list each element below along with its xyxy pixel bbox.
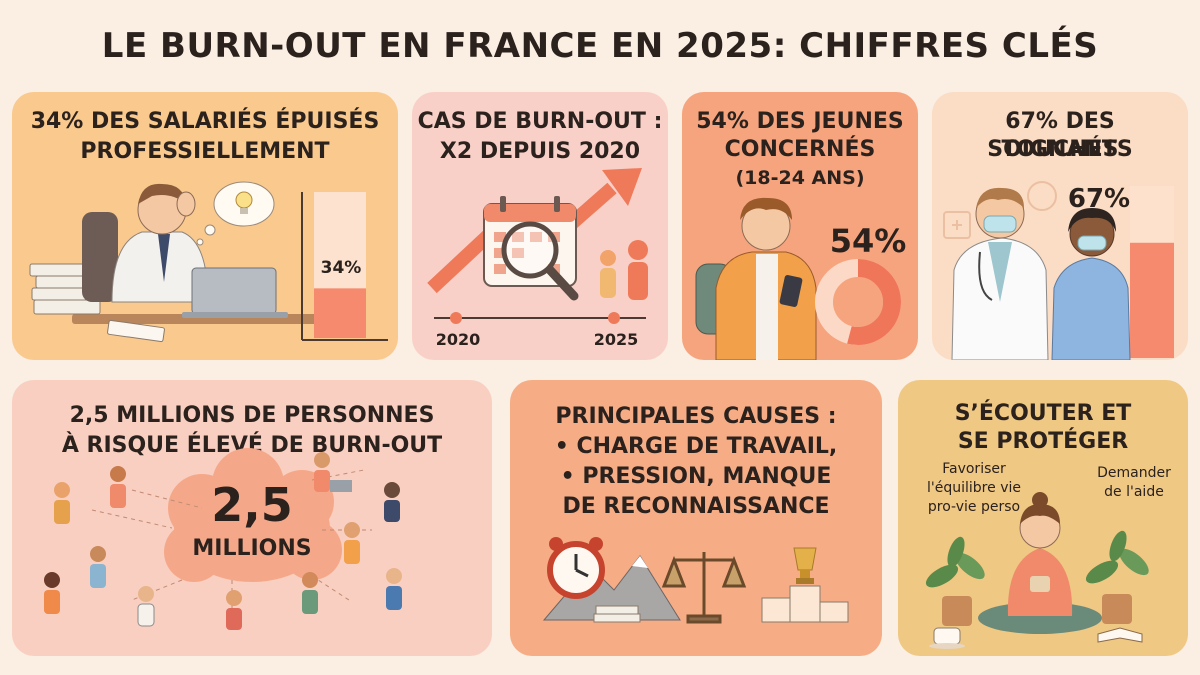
card-cas-burnout: CAS DE BURN-OUT : X2 DEPUIS 2020	[412, 92, 668, 360]
cloud-value: 2,5	[211, 478, 293, 532]
person-icons	[44, 452, 402, 630]
lightbulb-icon	[196, 181, 275, 246]
card-heading-line1: 2,5 MILLIONS DE PERSONNES	[69, 403, 435, 428]
trophy-icon	[761, 547, 849, 623]
plant-icon	[925, 536, 985, 626]
card-heading-line1: 34% DES SALARIÉS ÉPUISÉS	[30, 109, 380, 134]
year-end-label: 2025	[593, 330, 639, 349]
card-heading-line1: CAS DE BURN-OUT :	[417, 109, 663, 134]
year-start-label: 2020	[435, 330, 481, 349]
card-heading-line2: SE PROTÉGER	[957, 429, 1129, 454]
bar-fill-67	[1130, 242, 1174, 358]
phone-icon	[779, 275, 803, 307]
book-icon	[1097, 627, 1143, 643]
card-heading-line2: TOUCHÉS	[1001, 137, 1119, 162]
card-heading-line2: CONCERNÉS	[724, 137, 876, 162]
people-icon	[600, 240, 648, 300]
tip-left: Favoriser l'équilibre vie pro-vie perso	[927, 461, 1021, 515]
magnifier-icon	[501, 221, 579, 301]
caregivers-illustration	[943, 181, 1174, 360]
young-person-illustration	[695, 197, 901, 360]
tip-right: Demander de l'aide	[1097, 465, 1171, 500]
donut-arc-54	[815, 259, 901, 345]
card-salaries-epuises: 34% DES SALARIÉS ÉPUISÉS PROFESSIELLEMEN…	[12, 92, 398, 360]
meditating-person-illustration	[925, 492, 1149, 649]
card-principales-causes: PRINCIPALES CAUSES : • CHARGE DE TRAVAIL…	[510, 380, 882, 656]
mug-icon	[1030, 576, 1050, 592]
card-heading-line3: (18-24 ANS)	[735, 167, 865, 189]
page-title: LE BURN-OUT EN FRANCE EN 2025: CHIFFRES …	[101, 26, 1099, 66]
causes-illustration	[542, 537, 849, 624]
stethoscope-icon	[978, 251, 993, 301]
card-heading-line2: X2 DEPUIS 2020	[439, 139, 641, 164]
bar-value-label: 34%	[320, 258, 362, 278]
causes-heading: PRINCIPALES CAUSES :	[555, 404, 837, 429]
plant-icon	[1085, 530, 1149, 624]
card-heading-line1: 67% DES SOIGNANTS	[987, 109, 1133, 162]
tired-worker-illustration	[29, 181, 388, 343]
cause-item: • CHARGE DE TRAVAIL,	[554, 434, 838, 459]
bar-fill-34	[314, 288, 366, 338]
bar-value-label: 67%	[1067, 184, 1131, 214]
people-network-illustration	[44, 448, 402, 630]
cloud-unit: MILLIONS	[192, 536, 312, 561]
card-heading-line1: S’ÉCOUTER ET	[954, 401, 1132, 426]
card-heading-line1: 54% DES JEUNES	[696, 109, 904, 134]
cause-item: • PRESSION, MANQUE	[560, 464, 832, 489]
donut-value-label: 54%	[829, 222, 907, 260]
alarm-clock-icon	[547, 537, 605, 599]
donut-chart	[815, 259, 901, 345]
paper-stack-icon	[29, 263, 101, 315]
clock-icon	[1027, 181, 1057, 211]
card-soignants-touches: 67% DES SOIGNANTS TOUCHÉS 67%	[932, 92, 1188, 360]
teacup-icon	[929, 627, 965, 649]
card-heading-line2: PROFESSIELLEMENT	[80, 139, 330, 164]
card-s-ecouter: S’ÉCOUTER ET SE PROTÉGER Favoriser l'équ…	[898, 380, 1188, 656]
card-jeunes-concernes: 54% DES JEUNES CONCERNÉS (18-24 ANS) 54%	[682, 92, 918, 360]
cause-item: DE RECONNAISSANCE	[562, 494, 830, 519]
scales-icon	[661, 552, 747, 624]
card-personnes-risque: 2,5 MILLIONS DE PERSONNES À RISQUE ÉLEVÉ…	[12, 380, 492, 656]
growth-illustration	[427, 168, 648, 324]
